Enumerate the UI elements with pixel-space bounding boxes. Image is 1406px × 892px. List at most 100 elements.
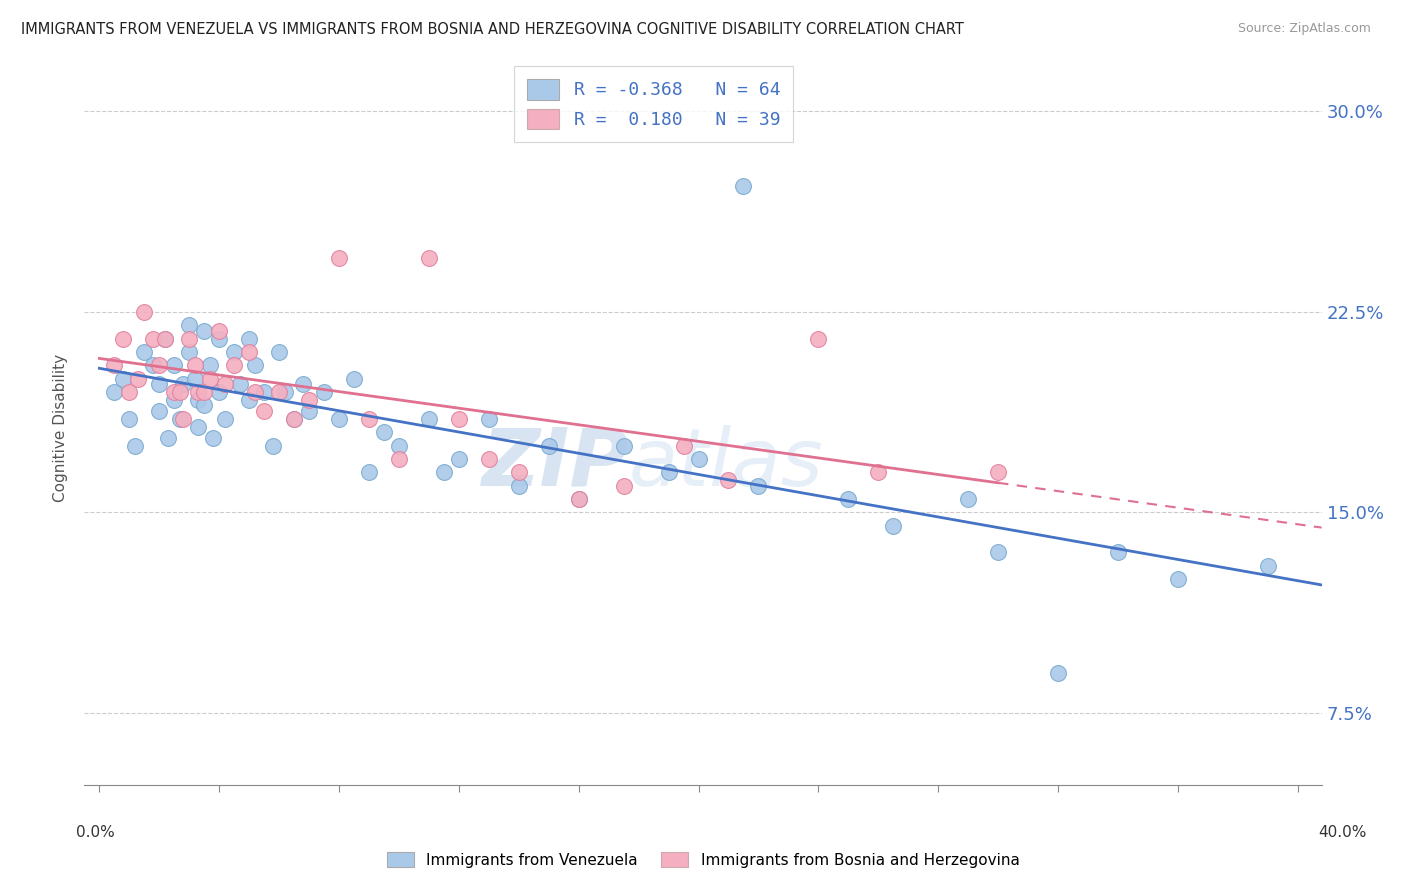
Point (148, 359, 170, 373)
Point (214, 377, 236, 392)
Point (508, 465, 530, 479)
Point (155, 332, 177, 346)
Point (568, 491, 591, 506)
Text: Source: ZipAtlas.com: Source: ZipAtlas.com (1237, 22, 1371, 36)
Point (478, 412, 501, 426)
Legend: R = -0.368   N = 64, R =  0.180   N = 39: R = -0.368 N = 64, R = 0.180 N = 39 (515, 66, 793, 142)
Text: IMMIGRANTS FROM VENEZUELA VS IMMIGRANTS FROM BOSNIA AND HERZEGOVINA COGNITIVE DI: IMMIGRANTS FROM VENEZUELA VS IMMIGRANTS … (21, 22, 965, 37)
Point (224, 345, 246, 359)
Point (613, 478, 636, 492)
Point (243, 359, 266, 373)
Point (478, 451, 501, 466)
Point (882, 518, 904, 533)
Point (142, 332, 165, 346)
Point (343, 372, 366, 386)
Point (214, 412, 236, 426)
Point (267, 345, 290, 359)
Point (418, 252, 440, 266)
Point (837, 491, 859, 506)
Point (987, 465, 1010, 479)
Point (187, 420, 209, 434)
Text: atlas: atlas (628, 425, 824, 503)
Point (148, 377, 170, 392)
Point (253, 404, 276, 418)
Point (163, 385, 186, 400)
Point (134, 345, 156, 359)
Point (357, 412, 380, 426)
Point (238, 332, 260, 346)
Point (148, 404, 170, 418)
Point (283, 412, 305, 426)
Y-axis label: Cognitive Disability: Cognitive Disability (52, 354, 67, 502)
Point (733, 179, 755, 194)
Point (208, 332, 231, 346)
Point (179, 332, 201, 346)
Point (274, 385, 297, 400)
Point (103, 385, 125, 400)
Point (328, 412, 350, 426)
Point (157, 430, 180, 444)
Point (208, 324, 231, 338)
Point (224, 359, 246, 373)
Point (193, 324, 215, 338)
Point (184, 372, 207, 386)
Point (373, 425, 395, 439)
Point (238, 345, 260, 359)
Point (127, 372, 149, 386)
Point (672, 438, 695, 452)
Point (169, 385, 191, 400)
Point (118, 385, 141, 400)
Point (262, 438, 284, 452)
Point (357, 465, 380, 479)
Point (172, 412, 194, 426)
Point (1167, 572, 1189, 586)
Point (267, 385, 290, 400)
Point (179, 318, 201, 333)
Point (118, 412, 141, 426)
Point (328, 252, 350, 266)
Point (568, 491, 591, 506)
Point (987, 545, 1010, 559)
Point (208, 385, 231, 400)
Point (112, 332, 135, 346)
Text: 40.0%: 40.0% (1319, 825, 1367, 840)
Point (312, 385, 335, 400)
Point (134, 305, 156, 319)
Point (388, 451, 411, 466)
Point (169, 412, 191, 426)
Text: ZIP: ZIP (481, 425, 628, 503)
Point (292, 377, 315, 392)
Point (298, 404, 321, 418)
Point (868, 465, 890, 479)
Point (184, 359, 207, 373)
Point (613, 438, 636, 452)
Point (957, 491, 980, 506)
Point (807, 332, 830, 346)
Point (172, 377, 194, 392)
Point (198, 372, 221, 386)
Point (537, 438, 560, 452)
Legend: Immigrants from Venezuela, Immigrants from Bosnia and Herzegovina: Immigrants from Venezuela, Immigrants fr… (381, 846, 1025, 873)
Point (447, 412, 470, 426)
Point (238, 393, 260, 408)
Point (243, 385, 266, 400)
Point (657, 465, 679, 479)
Point (179, 345, 201, 359)
Point (283, 412, 305, 426)
Point (198, 359, 221, 373)
Point (688, 451, 710, 466)
Point (193, 385, 215, 400)
Point (163, 393, 186, 408)
Point (112, 372, 135, 386)
Point (1046, 665, 1069, 680)
Point (508, 478, 530, 492)
Point (298, 393, 321, 408)
Point (447, 451, 470, 466)
Point (193, 399, 215, 413)
Point (1257, 558, 1279, 573)
Point (388, 438, 411, 452)
Point (142, 359, 165, 373)
Point (418, 412, 440, 426)
Point (433, 465, 456, 479)
Point (747, 478, 769, 492)
